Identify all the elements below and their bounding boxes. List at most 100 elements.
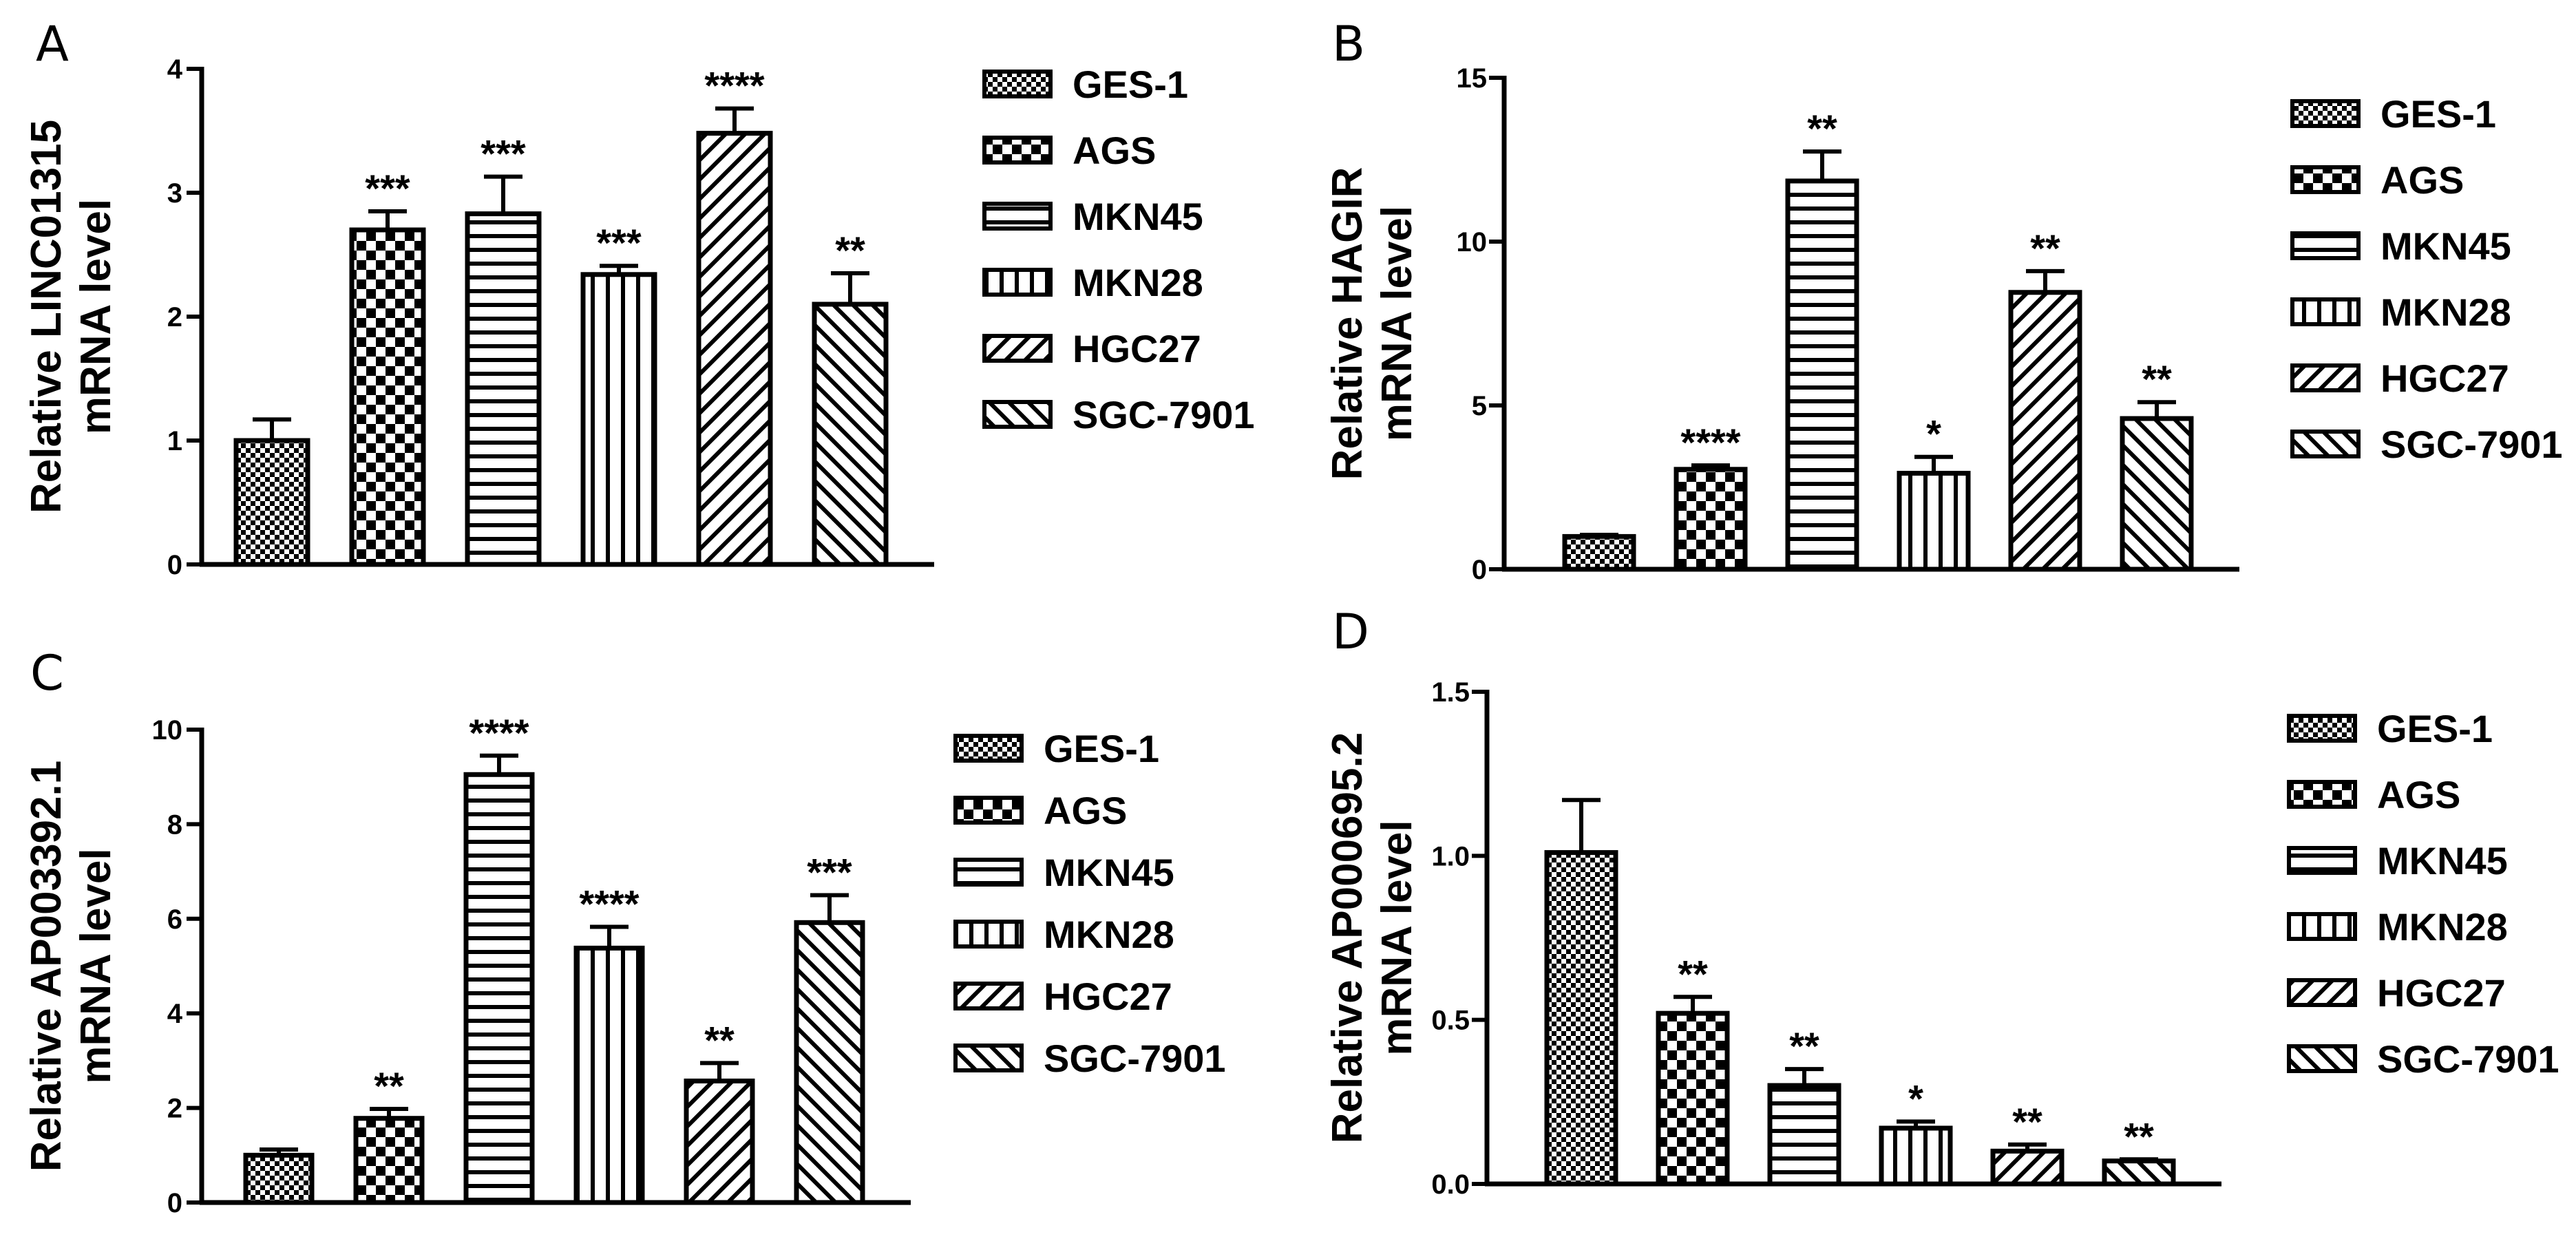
panel-d-chart: 0.0 0.5 1.0 1.5 Relative AP000695.2 mRNA leve…	[1324, 677, 2559, 1200]
legend-label: SGC-7901	[2377, 1037, 2559, 1081]
bar-hgc27	[1990, 1148, 2065, 1187]
significance-label: ****	[704, 64, 764, 107]
y-tick-label: 3	[167, 178, 182, 209]
bar-sgc-7901	[2102, 1158, 2176, 1187]
y-tick-label: 8	[167, 809, 182, 840]
significance-label: **	[1789, 1024, 1819, 1068]
legend-label: GES-1	[1073, 63, 1188, 106]
dense-checker-icon	[982, 70, 1053, 98]
legend-label: AGS	[1073, 129, 1156, 172]
horizontal-stripes-icon	[2287, 846, 2357, 875]
bar-ges-1	[243, 1152, 315, 1205]
diagonal-hatch-icon	[2290, 363, 2361, 392]
bar-hgc27	[684, 1078, 755, 1205]
checkerboard-icon	[953, 796, 1024, 825]
y-tick-label: 2	[167, 302, 182, 332]
y-axis-title: mRNA level	[72, 848, 120, 1083]
legend-label: HGC27	[1073, 327, 1201, 370]
y-tick-label: 1.0	[1431, 841, 1470, 871]
legend-label: MKN45	[1073, 195, 1203, 238]
bar-mkn28	[1897, 471, 1971, 572]
significance-label: **	[1678, 952, 1708, 995]
legend-label: GES-1	[2380, 92, 2496, 136]
y-tick-label: 0	[1472, 555, 1487, 585]
significance-label: **	[704, 1018, 735, 1061]
significance-label: **	[2124, 1114, 2154, 1158]
horizontal-stripes-icon	[2290, 231, 2361, 260]
legend-label: MKN28	[1073, 261, 1203, 304]
legend-label: AGS	[2380, 158, 2464, 202]
y-axis-title: Relative LINC01315	[23, 120, 70, 513]
significance-label: ***	[365, 167, 410, 210]
diagonal-hatch-icon	[953, 982, 1024, 1010]
significance-label: ****	[579, 882, 639, 925]
bar-hgc27	[696, 131, 773, 567]
y-tick-label: 4	[167, 54, 183, 85]
bar-hgc27	[2008, 290, 2082, 572]
back-diagonal-hatch-icon	[2290, 430, 2361, 458]
y-axis-title: Relative AP000695.2	[1324, 732, 1371, 1143]
significance-label: ****	[469, 711, 529, 754]
vertical-stripes-icon	[2287, 912, 2357, 941]
bar-ags	[349, 227, 426, 567]
y-axis-title: mRNA level	[1373, 206, 1421, 441]
y-tick-label: 0	[167, 1188, 182, 1218]
checkerboard-icon	[2290, 165, 2361, 194]
bar-ges-1	[1544, 850, 1618, 1187]
legend-label: AGS	[2377, 773, 2460, 816]
panel-letter-d: D	[1332, 604, 1369, 660]
checkerboard-icon	[982, 136, 1053, 165]
bar-mkn28	[1879, 1125, 1953, 1187]
y-axis-title: mRNA level	[1373, 820, 1421, 1055]
significance-label: **	[835, 229, 865, 272]
y-tick-label: 1	[167, 426, 182, 456]
diagonal-hatch-icon	[2287, 978, 2357, 1007]
legend-label: GES-1	[2377, 707, 2493, 750]
y-axis-title: Relative AP003392.1	[23, 761, 70, 1172]
back-diagonal-hatch-icon	[982, 400, 1053, 429]
dense-checker-icon	[2287, 714, 2357, 743]
legend-label: AGS	[1044, 789, 1127, 832]
bar-mkn45	[465, 211, 542, 567]
significance-label: ****	[1680, 421, 1740, 464]
legend-label: MKN45	[2377, 839, 2508, 882]
legend-label: MKN45	[1044, 851, 1174, 894]
significance-label: **	[2142, 357, 2172, 401]
dense-checker-icon	[953, 734, 1024, 763]
horizontal-stripes-icon	[953, 858, 1024, 887]
bar-ags	[353, 1116, 425, 1205]
legend-label: MKN28	[1044, 913, 1174, 956]
significance-label: *	[1926, 412, 1941, 456]
significance-label: **	[2012, 1100, 2042, 1143]
y-tick-label: 0.0	[1431, 1169, 1470, 1200]
significance-label: *	[1908, 1077, 1923, 1120]
legend-label: HGC27	[2380, 357, 2509, 400]
legend-label: HGC27	[1044, 975, 1172, 1018]
diagonal-hatch-icon	[982, 334, 1053, 363]
bar-mkn45	[1785, 178, 1859, 572]
bar-mkn45	[1767, 1083, 1841, 1187]
significance-label: **	[2030, 226, 2060, 270]
legend-label: SGC-7901	[1073, 393, 1255, 436]
significance-label: **	[374, 1064, 404, 1108]
y-tick-label: 4	[167, 999, 183, 1029]
bar-ges-1	[233, 438, 310, 567]
dense-checker-icon	[2290, 99, 2361, 128]
y-tick-label: 6	[167, 904, 182, 935]
y-tick-label: 1.5	[1431, 677, 1470, 708]
bar-mkn45	[463, 772, 535, 1205]
legend-label: SGC-7901	[2380, 423, 2563, 466]
bar-mkn28	[580, 272, 657, 567]
bar-ags	[1656, 1010, 1730, 1187]
panel-letter-a: A	[36, 16, 69, 72]
bar-sgc-7901	[812, 301, 889, 567]
significance-label: ***	[807, 850, 852, 893]
legend-label: MKN28	[2380, 290, 2511, 334]
bar-mkn28	[573, 945, 645, 1205]
back-diagonal-hatch-icon	[2287, 1044, 2357, 1073]
y-tick-label: 0.5	[1431, 1006, 1470, 1036]
